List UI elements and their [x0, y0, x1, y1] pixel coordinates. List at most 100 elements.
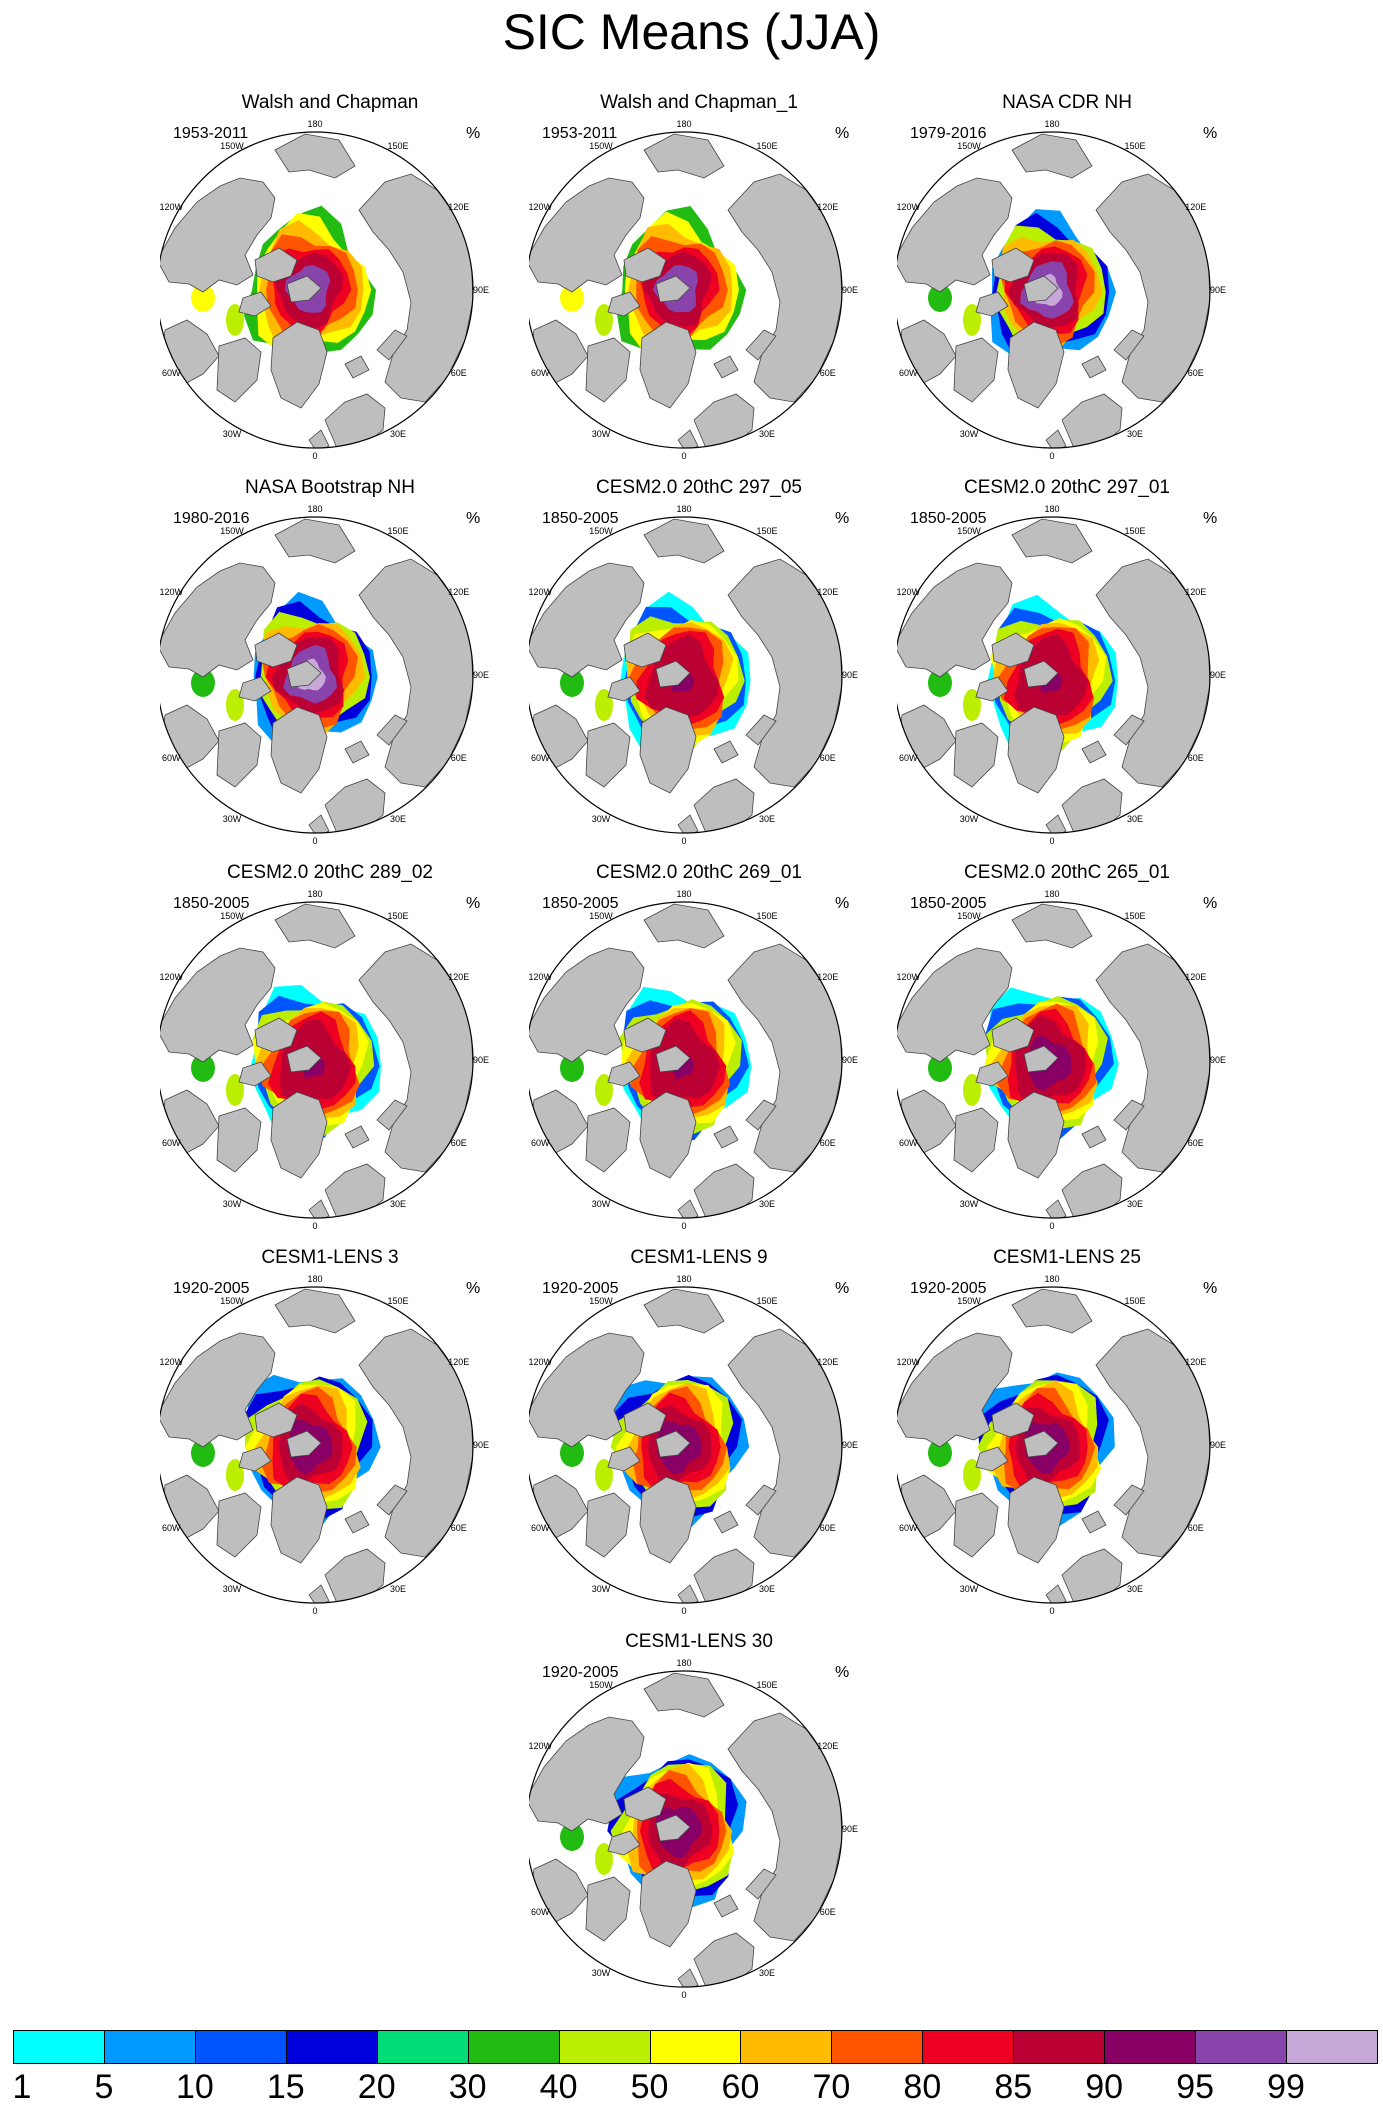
map-panel: 180150E120E90E60E30E030W60W90W120W150WNA… [160, 477, 500, 847]
map-panel: 180150E120E90E60E30E030W60W90W120W150WCE… [897, 1247, 1237, 1617]
land-mass [1023, 1430, 1059, 1458]
longitude-label: 60W [899, 1138, 918, 1148]
land-mass [585, 1492, 631, 1558]
longitude-label: 120W [160, 972, 183, 982]
panel-unit: % [1203, 895, 1218, 912]
panel-title: Walsh and Chapman [241, 92, 419, 113]
map-panel: 180150E120E90E60E30E030W60W90W120W150WWa… [529, 92, 869, 462]
panel-unit: % [466, 1280, 481, 1297]
land-mass [655, 1045, 691, 1073]
longitude-label: 120W [897, 202, 920, 212]
colorbar-tick-label: 5 [94, 2068, 114, 2106]
longitude-label: 30E [1127, 1199, 1143, 1209]
longitude-label: 150E [756, 911, 777, 921]
longitude-label: 120E [448, 1357, 469, 1367]
longitude-label: 120W [529, 1741, 552, 1751]
longitude-label: 120E [817, 972, 838, 982]
land-mass [529, 562, 645, 678]
land-mass [1011, 518, 1093, 564]
polar-map: 180150E120E90E60E30E030W60W90W120W150W [529, 1274, 858, 1616]
land-mass [677, 814, 699, 833]
colorbar-tick-label: 20 [357, 2068, 396, 2106]
land-mass [585, 1876, 631, 1942]
longitude-label: 90E [1210, 1055, 1226, 1065]
panel-period: 1850-2005 [910, 895, 987, 912]
longitude-label: 90E [1210, 285, 1226, 295]
map-boundary [897, 1286, 1211, 1604]
polar-map: 180150E120E90E60E30E030W60W90W120W150W [160, 504, 489, 846]
land-mass [897, 1332, 1013, 1448]
sea-ice-patch [928, 1054, 952, 1082]
panel-period: 1920-2005 [542, 1664, 619, 1681]
longitude-label: 60E [820, 1907, 836, 1917]
land-mass [1113, 714, 1145, 746]
longitude-label: 180 [1044, 504, 1059, 514]
land-mass [238, 1061, 272, 1087]
longitude-label: 120E [1185, 202, 1206, 212]
longitude-label: 120E [448, 202, 469, 212]
longitude-label: 30E [759, 814, 775, 824]
colorbar-swatch [103, 2030, 196, 2064]
longitude-label: 150E [1124, 526, 1145, 536]
land-mass [1007, 1476, 1065, 1564]
panel-period: 1850-2005 [173, 895, 250, 912]
sea-ice-patch [560, 1054, 584, 1082]
longitude-label: 180 [307, 889, 322, 899]
longitude-label: 180 [676, 1274, 691, 1284]
colorbar-swatch [1013, 2030, 1106, 2064]
panel-title: CESM2.0 20thC 269_01 [596, 862, 802, 883]
land-mass [1007, 1091, 1065, 1179]
longitude-label: 150E [756, 526, 777, 536]
longitude-label: 150W [589, 526, 613, 536]
longitude-label: 30W [223, 814, 242, 824]
land-mass [286, 660, 322, 688]
panel-unit: % [1203, 125, 1218, 142]
colorbar-swatch [376, 2030, 469, 2064]
longitude-label: 120W [897, 587, 920, 597]
land-mass [1011, 903, 1093, 949]
sea-ice-patch [560, 1439, 584, 1467]
longitude-label: 150E [756, 141, 777, 151]
longitude-label: 120W [160, 587, 183, 597]
longitude-label: 180 [676, 119, 691, 129]
land-mass [344, 740, 370, 764]
longitude-label: 120W [160, 202, 183, 212]
colorbar-swatch [1104, 2030, 1197, 2064]
colorbar-tick-label: 1 [12, 2068, 32, 2106]
map-boundary [529, 1670, 843, 1988]
land-mass [897, 177, 1013, 293]
polar-map: 180150E120E90E60E30E030W60W90W120W150W [529, 119, 858, 461]
map-panel: 180150E120E90E60E30E030W60W90W120W150WWa… [160, 92, 500, 462]
panel-title: CESM2.0 20thC 289_02 [227, 862, 433, 883]
colorbar-swatch [1286, 2030, 1378, 2064]
panel-unit: % [466, 510, 481, 527]
panel-title: CESM2.0 20thC 297_01 [964, 477, 1170, 498]
colorbar-tick-label: 40 [539, 2068, 578, 2106]
longitude-label: 150E [1124, 141, 1145, 151]
land-mass [655, 660, 691, 688]
longitude-label: 30W [592, 814, 611, 824]
land-mass [1045, 429, 1067, 448]
map-boundary [160, 1286, 474, 1604]
land-mass [274, 903, 356, 949]
land-mass [1023, 1045, 1059, 1073]
panel-period: 1920-2005 [173, 1280, 250, 1297]
land-mass [585, 1107, 631, 1173]
land-mass [643, 1672, 725, 1718]
colorbar-swatch [649, 2030, 742, 2064]
longitude-label: 60W [531, 1523, 550, 1533]
panel-period: 1980-2016 [173, 510, 250, 527]
colorbar-tick-label: 50 [630, 2068, 669, 2106]
land-mass [655, 1430, 691, 1458]
land-mass [677, 429, 699, 448]
polar-map: 180150E120E90E60E30E030W60W90W120W150W [160, 1274, 489, 1616]
land-mass [655, 275, 691, 303]
sea-ice-patch [191, 284, 215, 312]
land-mass [745, 329, 777, 361]
longitude-label: 120E [817, 587, 838, 597]
land-mass [216, 1492, 262, 1558]
land-mass [238, 291, 272, 317]
land-mass [344, 1125, 370, 1149]
longitude-label: 30E [390, 1584, 406, 1594]
land-mass [643, 1288, 725, 1334]
